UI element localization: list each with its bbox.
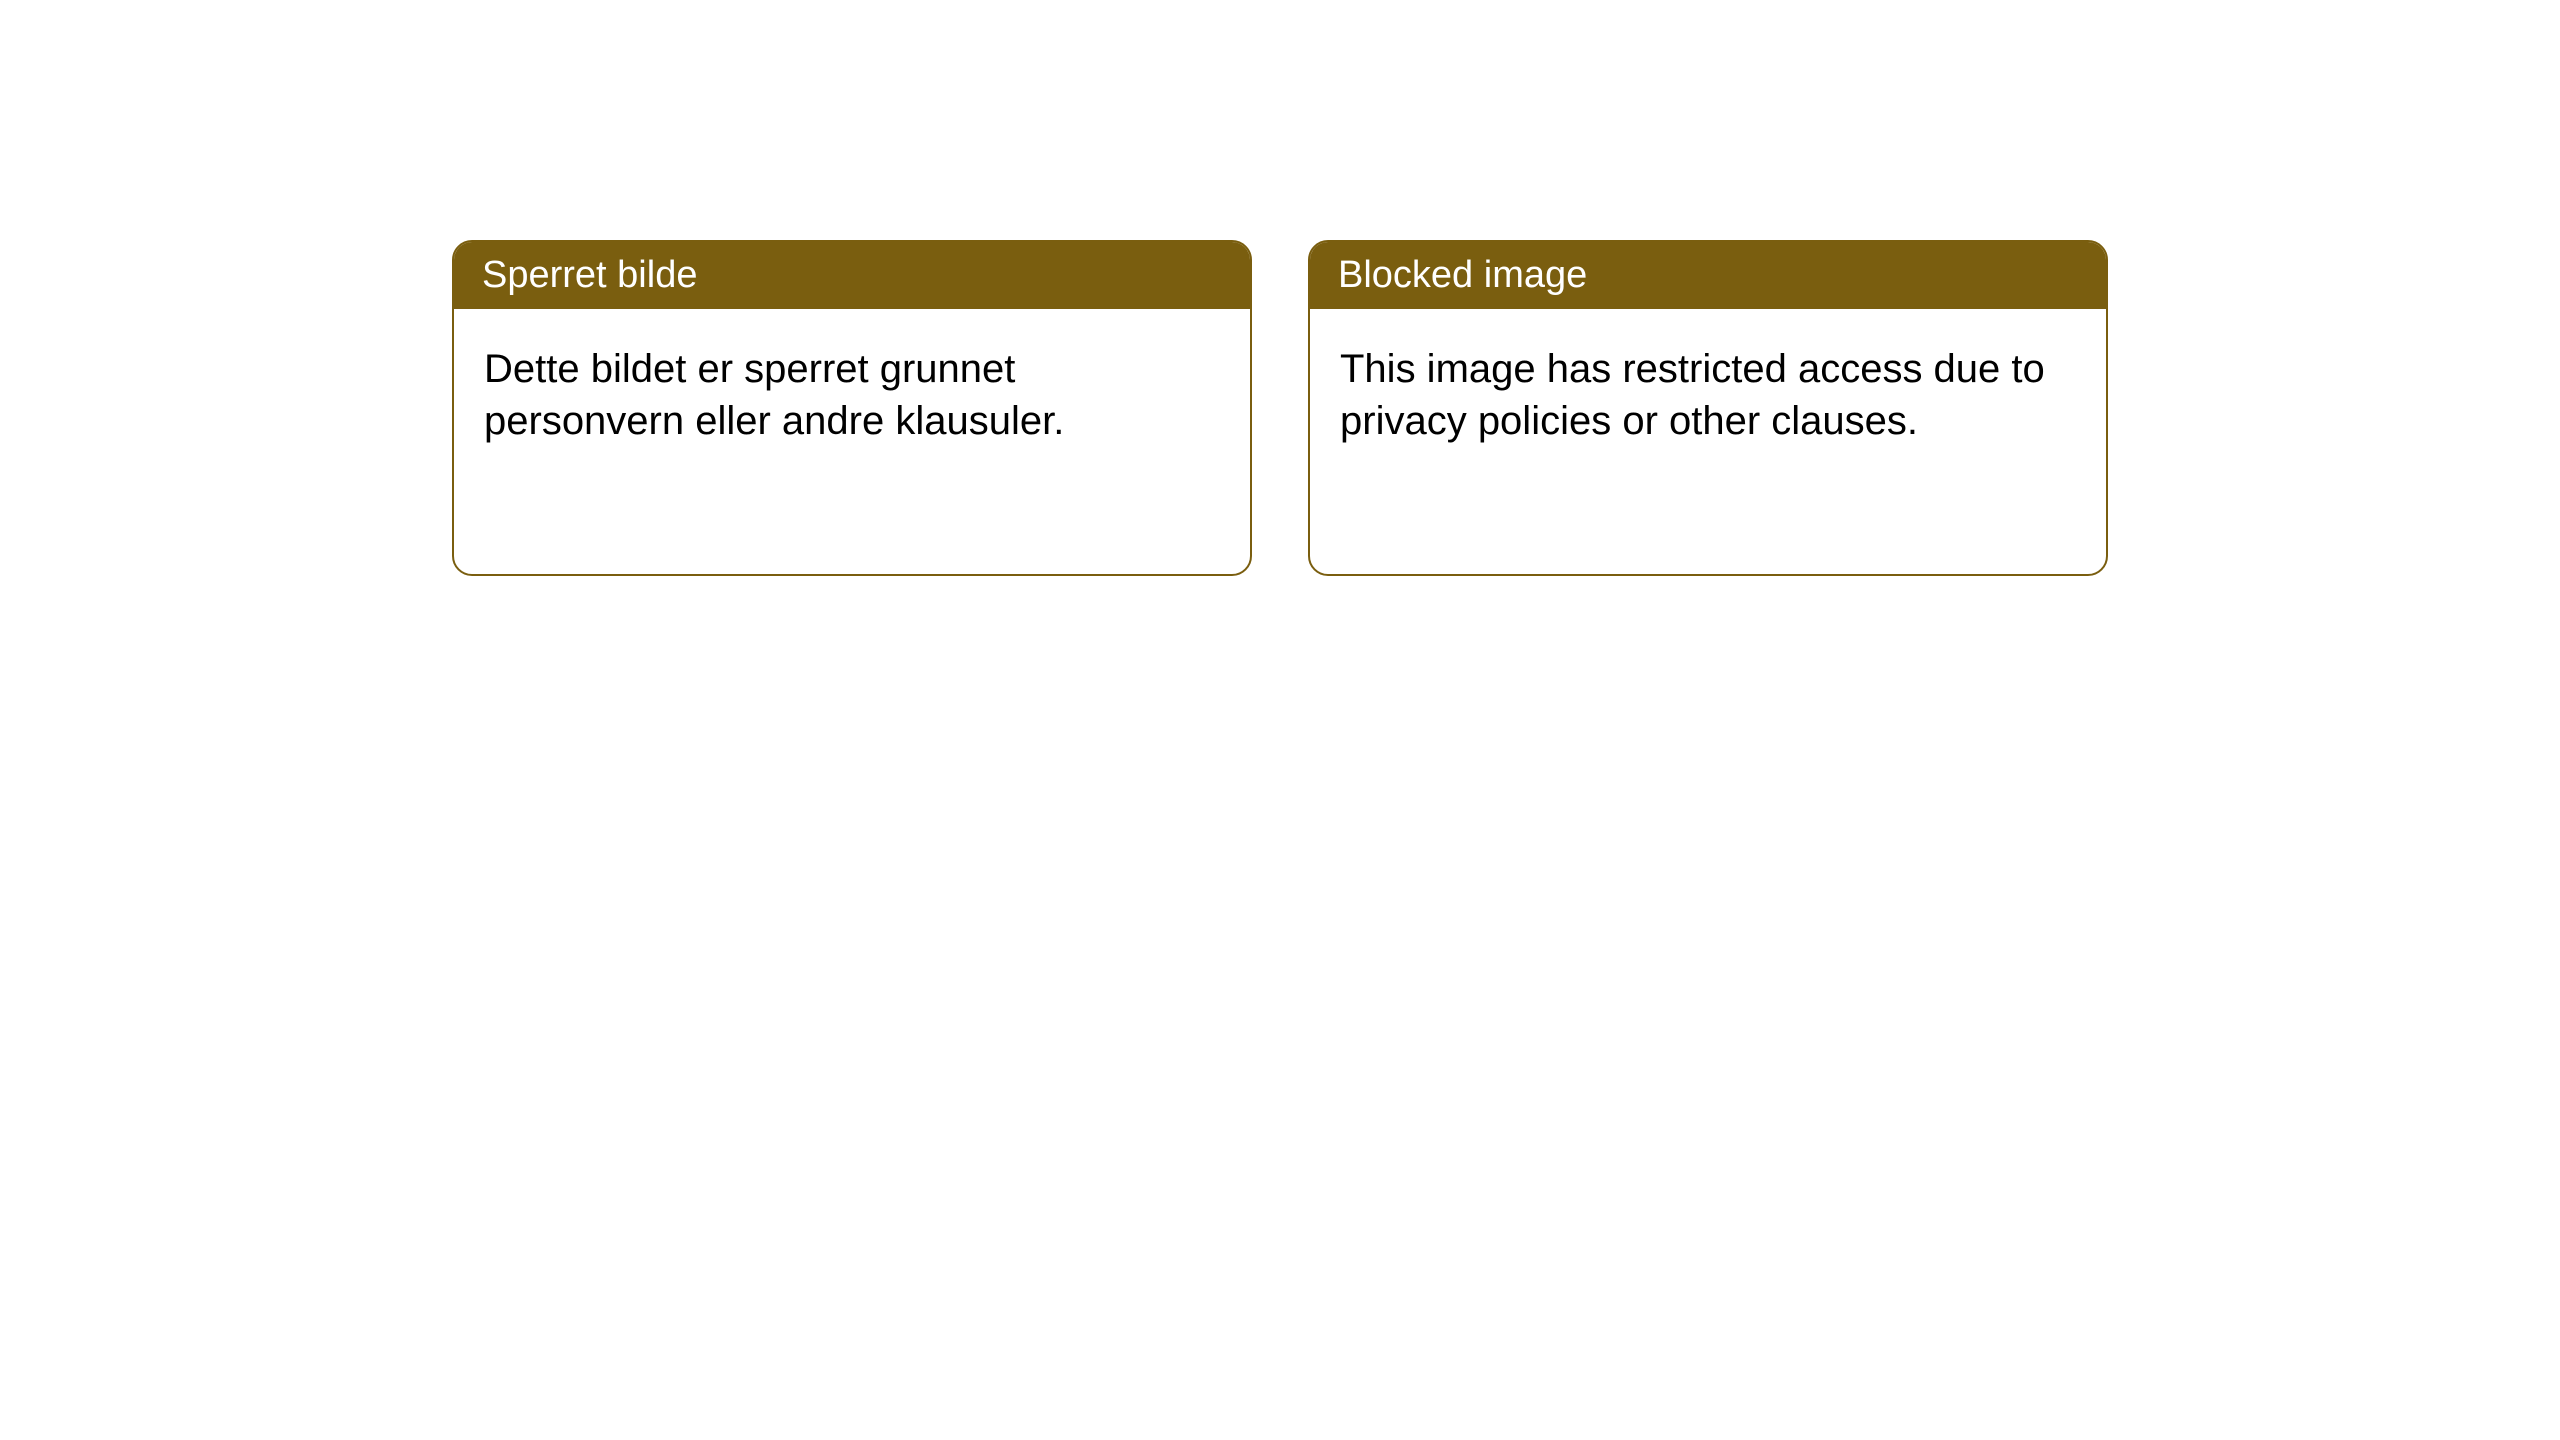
notice-card-norwegian: Sperret bilde Dette bildet er sperret gr… [452, 240, 1252, 576]
notice-card-title: Blocked image [1338, 254, 1587, 296]
notice-cards-container: Sperret bilde Dette bildet er sperret gr… [452, 240, 2108, 576]
notice-card-title: Sperret bilde [482, 254, 697, 296]
notice-card-english: Blocked image This image has restricted … [1308, 240, 2108, 576]
notice-card-body-text: Dette bildet er sperret grunnet personve… [484, 347, 1064, 443]
notice-card-header: Sperret bilde [454, 242, 1250, 309]
notice-card-body: This image has restricted access due to … [1310, 309, 2106, 481]
notice-card-header: Blocked image [1310, 242, 2106, 309]
notice-card-body: Dette bildet er sperret grunnet personve… [454, 309, 1250, 481]
notice-card-body-text: This image has restricted access due to … [1340, 347, 2045, 443]
